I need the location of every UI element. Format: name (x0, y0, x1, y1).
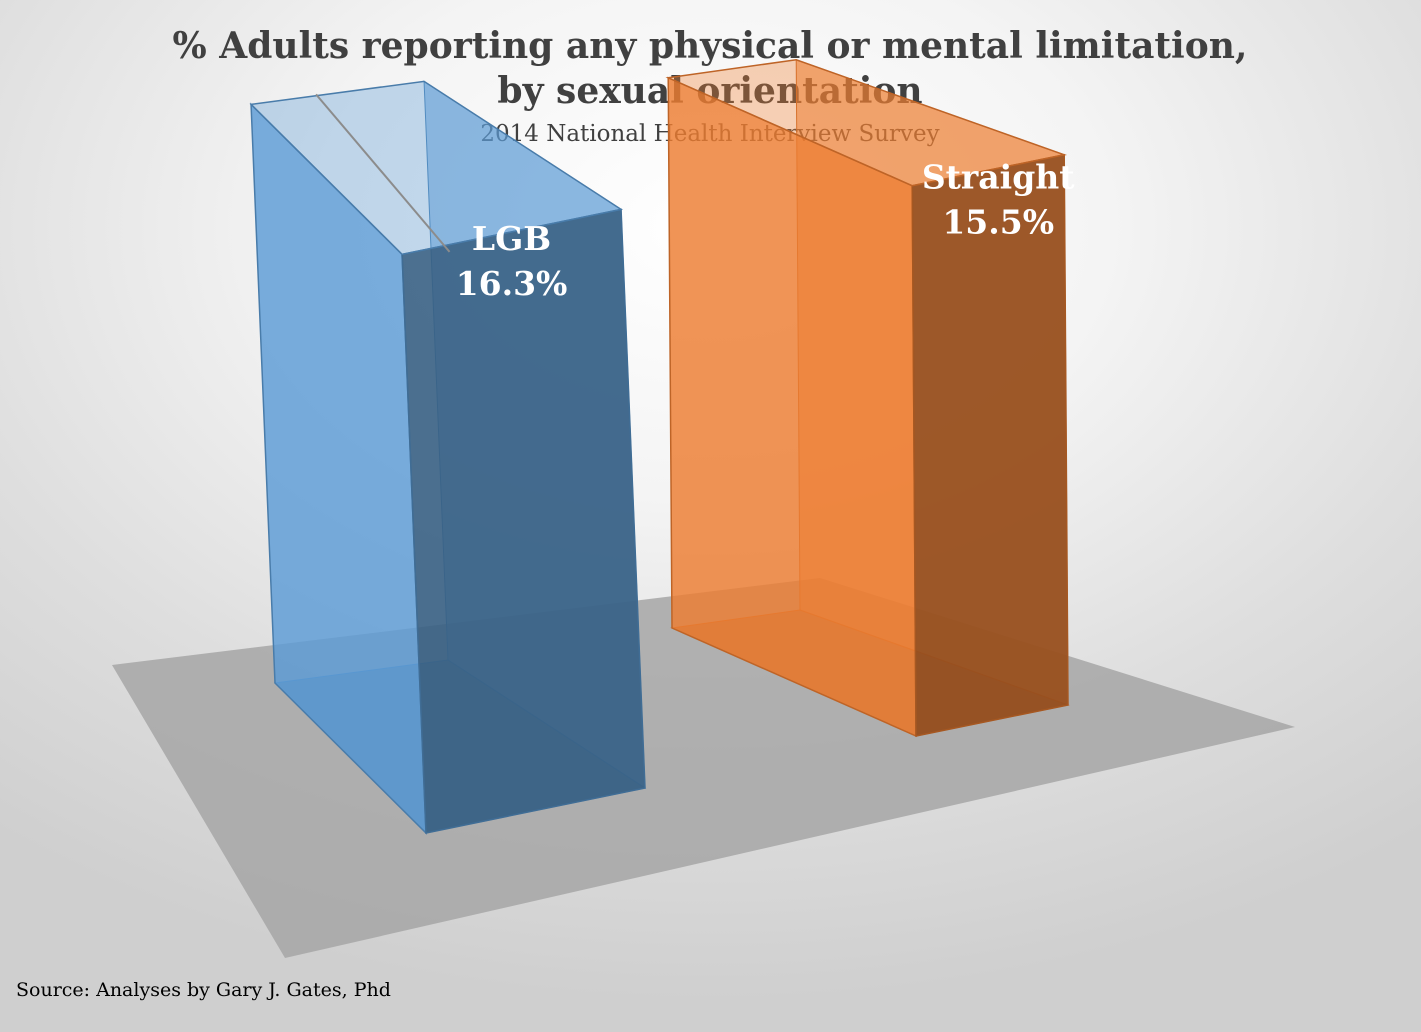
label-leader-line (315, 93, 451, 253)
chart-title-line-1: % Adults reporting any physical or menta… (173, 25, 1248, 67)
bar-straight (665, 58, 1070, 738)
bar-layer (249, 58, 1070, 835)
source-note: Source: Analyses by Gary J. Gates, Phd (16, 979, 391, 1001)
data-label-layer: LGB 16.3% Straight 15.5% (315, 93, 1075, 303)
data-label-value: 16.3% (456, 264, 568, 303)
data-label-category: Straight (922, 157, 1075, 196)
bar-side-face (401, 208, 646, 834)
bar-top-face (249, 80, 623, 256)
data-label-category: LGB (472, 219, 551, 258)
bar-top-face (665, 58, 1068, 187)
data-label-value: 15.5% (942, 202, 1054, 241)
bar-front-face (667, 76, 917, 738)
bar-side-face (911, 153, 1069, 737)
bar-lgb (249, 80, 647, 835)
